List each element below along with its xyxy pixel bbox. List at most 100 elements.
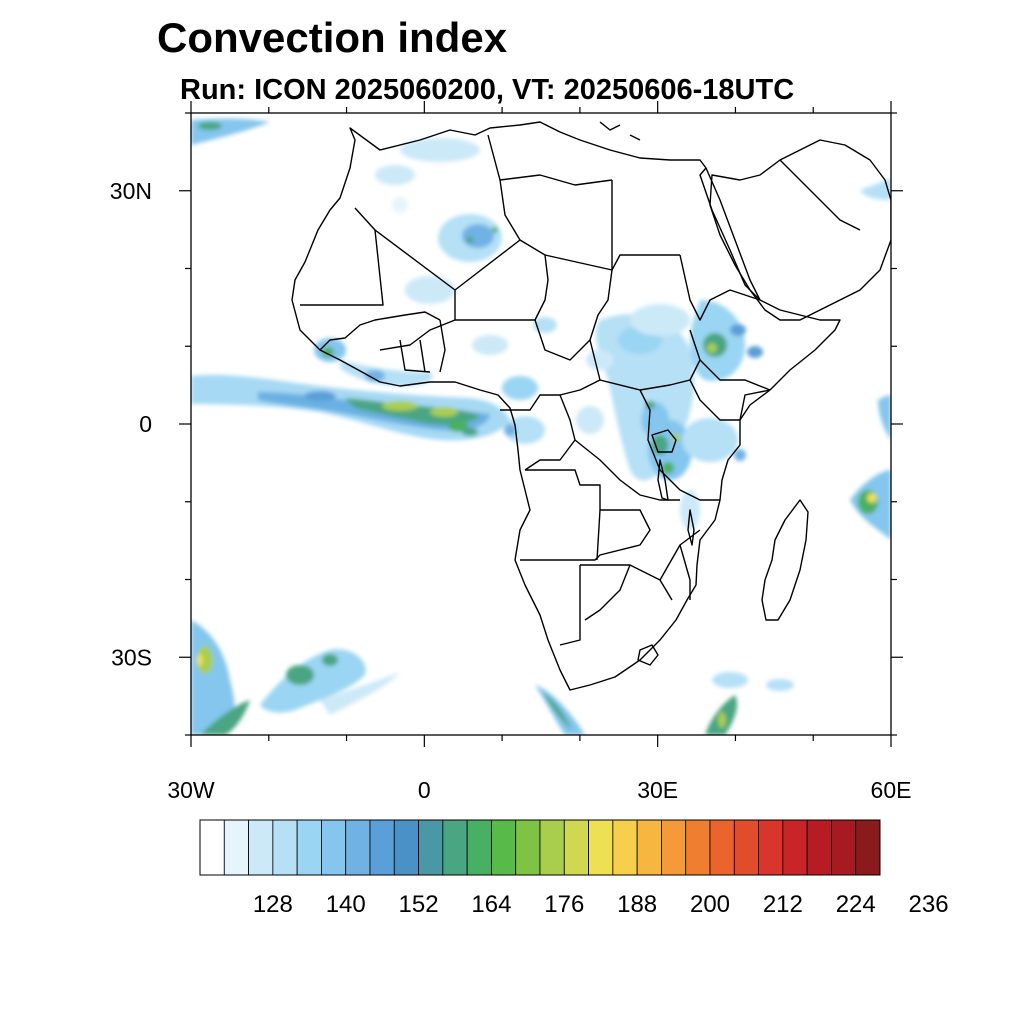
colorbar-swatch [806, 819, 832, 876]
chart-title: Convection index [157, 14, 508, 61]
itcz-core-d [304, 391, 336, 401]
y-tick-label: 30N [110, 178, 152, 204]
sahara-cell-b [462, 224, 494, 248]
sw-core-b [197, 654, 203, 666]
itcz-band-green [345, 398, 480, 425]
x-tick-label: 30E [637, 777, 678, 803]
y-tick-label: 0 [139, 411, 152, 437]
colorbar-swatch [369, 819, 395, 876]
lakes-core-b [662, 462, 674, 474]
front-core-b [322, 654, 338, 666]
convection-field [191, 118, 891, 735]
arabia-strip [860, 178, 891, 200]
lesotho [637, 644, 659, 666]
south-africa-front-core [542, 692, 572, 730]
colorbar-swatch [758, 819, 784, 876]
arabia-coast [709, 139, 891, 321]
border-z3 [439, 319, 446, 373]
border-y [319, 311, 441, 351]
colorbar-swatch [223, 819, 249, 876]
ethiopia-core-b [707, 343, 717, 353]
colorbar-swatch [418, 819, 444, 876]
colorbar: 128 140 152 164 176 188 200 212 224 236 [199, 819, 949, 918]
colorbar-swatch [466, 819, 492, 876]
border-d [499, 179, 521, 241]
colorbar-swatch [345, 819, 371, 876]
itcz-core-b [430, 407, 458, 417]
colorbar-swatch [709, 819, 735, 876]
sahara-cell-e [405, 276, 455, 304]
colorbar-label: 224 [836, 891, 876, 918]
colorbar-label: 236 [909, 891, 949, 918]
colorbar-swatch [685, 819, 711, 876]
sahel-cell-e [504, 424, 516, 436]
sa-east-core [718, 712, 726, 728]
mediterranean-islands [599, 121, 641, 141]
border-q [520, 469, 651, 561]
colorbar-swatch [588, 819, 614, 876]
border-c [454, 239, 549, 321]
indian-ocean-cell-b [766, 679, 794, 691]
red-sea-coast [705, 167, 761, 301]
border-u [584, 564, 631, 621]
indian-ocean-cell-a [712, 672, 748, 688]
sw-band [200, 700, 250, 735]
lake-victoria [651, 429, 677, 453]
colorbar-label: 188 [617, 891, 657, 918]
border-w [679, 544, 691, 600]
border-a [300, 207, 384, 306]
nw-corner-core [198, 122, 222, 130]
colorbar-swatch [563, 819, 589, 876]
colorbar-swatch [855, 819, 881, 876]
colorbar-label: 164 [471, 891, 511, 918]
ethiopia-core-c [730, 324, 746, 336]
south-atlantic-front [260, 649, 366, 713]
border-j [679, 254, 761, 321]
border-x [739, 389, 771, 421]
coastlines-and-borders [291, 121, 891, 691]
border-m [524, 394, 576, 471]
colorbar-swatch [661, 819, 687, 876]
sw-core-a [197, 646, 213, 674]
west-africa-coast-light [340, 360, 433, 387]
itcz-core-e [462, 428, 478, 436]
guinea-coast-core [322, 347, 334, 357]
x-tick-label: 30W [167, 777, 215, 803]
border-e [487, 134, 613, 186]
colorbar-label: 212 [763, 891, 803, 918]
central-cell-e [576, 406, 604, 434]
sahel-cell-c [502, 376, 538, 400]
colorbar-swatch [636, 819, 662, 876]
itcz-core-c [448, 420, 468, 432]
border-s [559, 565, 581, 646]
lakes-core-c [672, 434, 680, 442]
colorbar-swatch [782, 819, 808, 876]
madagascar-core-b [867, 493, 877, 503]
colorbar-swatch [248, 819, 274, 876]
colorbar-swatch [296, 819, 322, 876]
x-tick-label: 60E [871, 777, 912, 803]
border-t [580, 564, 673, 601]
colorbar-swatch [733, 819, 759, 876]
border-z2 [419, 339, 426, 373]
colorbar-swatch [272, 819, 298, 876]
colorbar-label: 128 [253, 891, 293, 918]
kenya-field [682, 418, 738, 462]
border-r [596, 509, 601, 561]
border-p [574, 439, 680, 501]
colorbar-swatch [515, 819, 541, 876]
madagascar-coast [761, 499, 809, 621]
lakes-core-a [652, 435, 668, 455]
colorbar-swatch [199, 819, 225, 876]
y-tick-label: 30S [111, 644, 152, 670]
colorbar-outline [199, 819, 881, 876]
sahara-cell-c [466, 237, 474, 243]
coast-spot [365, 370, 385, 382]
colorbar-label: 200 [690, 891, 730, 918]
kenya-core [734, 449, 746, 461]
sudan-field [630, 304, 690, 336]
lake-tanganyika [657, 459, 669, 501]
ethiopia-east [747, 346, 763, 358]
front-core-a [286, 665, 314, 685]
